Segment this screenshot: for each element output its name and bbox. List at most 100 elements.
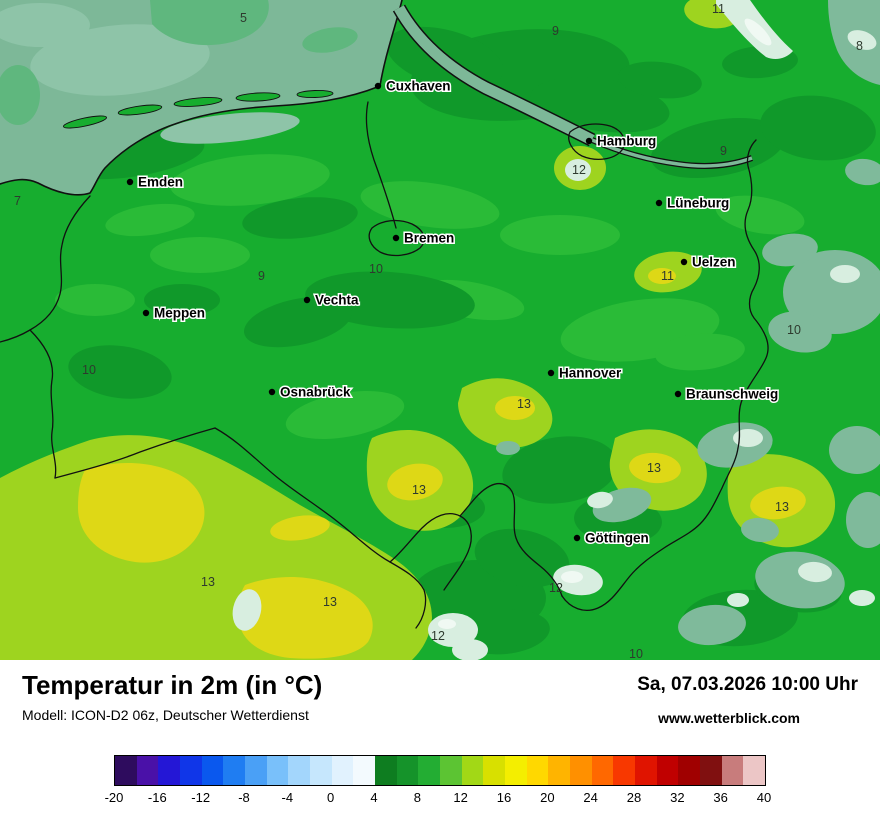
temperature-value: 12 xyxy=(431,629,445,643)
temperature-map: 5 9 11 8 7 12 9 9 10 11 10 10 13 13 13 13 13 13 12 12 10 Cux… xyxy=(0,0,880,660)
colorbar-segment xyxy=(656,756,679,785)
colorbar-segment xyxy=(353,756,376,785)
colorbar-tick: 0 xyxy=(327,790,335,805)
temperature-value: 12 xyxy=(572,163,586,177)
temperature-map-svg: 5 9 11 8 7 12 9 9 10 11 10 10 13 13 13 13 13 13 12 12 10 Cux… xyxy=(0,0,880,660)
temperature-value: 8 xyxy=(856,39,863,53)
temperature-value: 12 xyxy=(549,581,563,595)
colorbar-tick: 20 xyxy=(540,790,555,805)
city-marker-dot xyxy=(680,258,688,266)
colorbar-segment xyxy=(505,756,527,785)
city-marker-dot xyxy=(573,534,581,542)
temperature-colorbar xyxy=(114,755,766,786)
temperature-value: 9 xyxy=(720,144,727,158)
state-borders xyxy=(0,101,769,629)
temperature-value: 13 xyxy=(647,461,661,475)
city-marker-dot xyxy=(392,234,400,242)
city-marker-dot xyxy=(674,390,682,398)
temperature-value: 13 xyxy=(412,483,426,497)
city-label: Uelzen xyxy=(692,255,736,270)
colorbar-ticks: -20 -16 -12 -8 -4 0 4 8 12 16 20 24 28 32 36 40 xyxy=(105,790,772,808)
colorbar-segment xyxy=(245,756,267,785)
page-title: Temperatur in 2m (in °C) xyxy=(22,670,323,700)
elbe-river xyxy=(392,4,754,169)
city-label: Osnabrück xyxy=(280,385,351,400)
city-label: Hamburg xyxy=(597,134,656,149)
colorbar-segment xyxy=(635,756,657,785)
temperature-value: 9 xyxy=(258,269,265,283)
temperature-value: 13 xyxy=(323,595,337,609)
colorbar-segment xyxy=(591,756,614,785)
colorbar-tick: 28 xyxy=(626,790,642,805)
colorbar-segment xyxy=(483,756,506,785)
city-marker-dot xyxy=(374,82,382,90)
city-label: Bremen xyxy=(404,231,454,246)
colorbar-segment xyxy=(440,756,462,785)
temperature-value: 13 xyxy=(201,575,215,589)
colorbar-segment xyxy=(743,756,766,785)
colorbar-segment xyxy=(375,756,397,785)
colorbar-tick: -12 xyxy=(191,790,211,805)
colorbar-tick: 4 xyxy=(370,790,378,805)
city-label: Hannover xyxy=(559,366,622,381)
temperature-readings: 5 9 11 8 7 12 9 9 10 11 10 10 13 13 13 13 13 13 12 12 10 xyxy=(14,2,863,660)
colorbar-segment xyxy=(526,756,549,785)
temperature-value: 13 xyxy=(775,500,789,514)
cold-patches xyxy=(232,0,880,660)
colorbar-segment xyxy=(288,756,311,785)
colorbar-segment xyxy=(396,756,419,785)
colorbar-tick: 36 xyxy=(713,790,728,805)
temperature-value: 9 xyxy=(552,24,559,38)
colorbar-segment xyxy=(678,756,701,785)
colorbar-tick: -20 xyxy=(104,790,124,805)
city-marker-dot xyxy=(303,296,311,304)
colorbar-segment xyxy=(721,756,744,785)
colorbar-segment xyxy=(201,756,224,785)
colorbar-segment xyxy=(461,756,484,785)
colorbar-tick: 16 xyxy=(496,790,512,805)
colorbar-segment xyxy=(700,756,722,785)
colorbar-segment xyxy=(613,756,636,785)
hamburg-outline xyxy=(568,123,625,161)
temperature-value: 10 xyxy=(82,363,96,377)
colorbar-segment xyxy=(331,756,354,785)
temperature-value: 10 xyxy=(787,323,801,337)
temperature-value: 5 xyxy=(240,11,247,25)
model-info: Modell: ICON-D2 06z, Deutscher Wetterdie… xyxy=(22,707,309,723)
city-marker-dot xyxy=(585,137,593,145)
temperature-value: 11 xyxy=(661,269,674,283)
sea-region xyxy=(0,0,402,195)
city-marker-dot xyxy=(268,388,276,396)
city-marker-dot xyxy=(547,369,555,377)
colorbar-segment xyxy=(136,756,159,785)
city-markers: Cuxhaven Hamburg Emden Lüneburg Bremen Uelzen… xyxy=(126,77,780,547)
colorbar-tick: -16 xyxy=(147,790,167,805)
colorbar-tick: -4 xyxy=(281,790,294,805)
city-label: Lüneburg xyxy=(667,196,729,211)
colorbar-segment xyxy=(570,756,592,785)
website-text: www.wetterblick.com xyxy=(658,710,800,726)
weser-river xyxy=(365,101,397,229)
bremen-outline xyxy=(368,219,425,257)
colorbar-segment xyxy=(266,756,289,785)
colorbar-tick: 24 xyxy=(583,790,598,805)
colorbar-segment xyxy=(115,756,137,785)
colorbar-tick: 40 xyxy=(756,790,772,805)
city-label: Vechta xyxy=(315,293,359,308)
colorbar-tick: 8 xyxy=(413,790,421,805)
colorbar-segment xyxy=(158,756,181,785)
temperature-value: 10 xyxy=(629,647,643,660)
temperature-value: 13 xyxy=(517,397,531,411)
city-label: Braunschweig xyxy=(686,387,778,402)
light-green-patches xyxy=(55,154,805,440)
colorbar-segment xyxy=(180,756,202,785)
colorbar-tick: -8 xyxy=(238,790,250,805)
colorbar-segment xyxy=(418,756,441,785)
colorbar-segment xyxy=(548,756,571,785)
colorbar-tick: 12 xyxy=(453,790,468,805)
forecast-datetime: Sa, 07.03.2026 10:00 Uhr xyxy=(637,674,858,695)
city-label: Göttingen xyxy=(585,531,649,546)
barrier-islands xyxy=(63,89,334,129)
temperature-value: 11 xyxy=(712,2,725,16)
